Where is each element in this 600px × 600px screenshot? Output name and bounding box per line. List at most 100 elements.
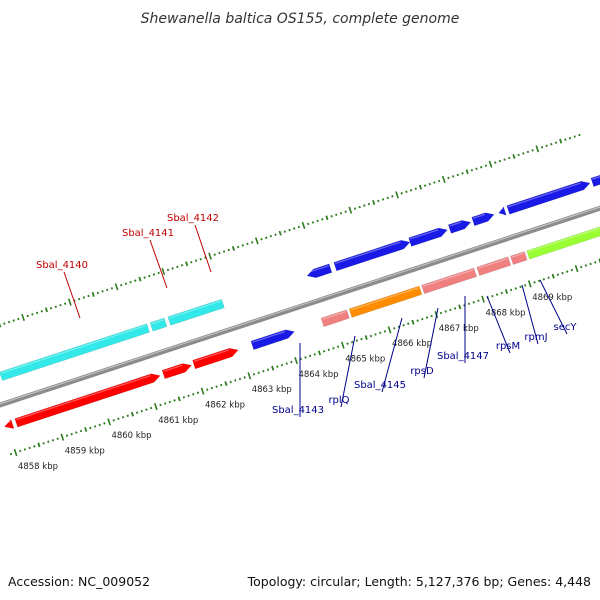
ruler-major-tick <box>527 280 532 288</box>
tick-label-4868: 4868 kbp <box>485 309 525 319</box>
gene-label-Sbal_4142: Sbal_4142 <box>167 213 219 224</box>
ruler-dot <box>500 291 503 295</box>
ruler-major-tick <box>395 191 399 199</box>
ruler-dot <box>106 288 109 292</box>
ruler-dot <box>176 265 179 269</box>
ruler-dot <box>533 281 536 284</box>
ruler-dot <box>288 228 291 232</box>
ruler-dot <box>573 135 576 138</box>
ruler-dot <box>23 448 27 451</box>
label-leader-Sbal_4141 <box>149 239 168 289</box>
ruler-dot <box>59 303 62 307</box>
tick-label-4859: 4859 kbp <box>65 446 105 456</box>
ruler-dot <box>138 276 142 282</box>
ruler-dot <box>430 314 433 318</box>
ruler-dot <box>299 357 302 361</box>
ruler-dot <box>503 158 506 161</box>
ruler-dot <box>564 138 567 141</box>
ruler-dot <box>134 279 137 282</box>
ruler-dot <box>126 414 129 417</box>
ruler-dot <box>265 236 268 239</box>
tick-label-4860: 4860 kbp <box>111 431 151 441</box>
ruler-dot <box>360 337 363 341</box>
ruler-dot <box>381 198 385 201</box>
accession-label: Accession: NC_009052 <box>8 574 150 589</box>
ruler-dot <box>453 307 457 310</box>
tick-label-4864: 4864 kbp <box>298 370 338 380</box>
gene-blue-1 <box>250 329 295 351</box>
gene-label-Sbal_4140: Sbal_4140 <box>36 260 88 271</box>
ruler-dot <box>231 246 235 251</box>
ruler-major-tick <box>161 267 166 276</box>
gene-pink-2-shine <box>422 269 474 287</box>
ruler-dot <box>177 396 181 402</box>
ruler-dot <box>75 431 78 434</box>
ruler-dot <box>458 304 462 310</box>
ruler-dot <box>218 251 221 255</box>
gene-label-rpsD: rpsD <box>410 366 434 377</box>
ruler-dot <box>220 383 223 387</box>
ruler-dot <box>351 340 354 344</box>
ruler-dot <box>484 164 488 167</box>
gene-pink-3 <box>476 256 512 276</box>
ruler-dot <box>140 409 143 413</box>
ruler-dot <box>103 422 106 425</box>
gene-blue-2 <box>306 263 333 278</box>
ruler-dot <box>470 169 474 172</box>
ruler-dot <box>229 380 232 384</box>
ruler-dot <box>461 172 464 175</box>
gene-red-1-shine <box>4 420 11 425</box>
ruler-dot <box>594 261 597 264</box>
gene-blue-8 <box>506 181 591 215</box>
ruler-dot <box>475 167 478 170</box>
ruler-dot <box>199 257 202 261</box>
gene-red-2-shine <box>16 374 152 421</box>
ruler-dot <box>47 440 50 444</box>
ruler-dot <box>416 319 419 322</box>
ruler-dot <box>540 146 544 149</box>
ruler-dot <box>411 319 415 325</box>
ruler-dot <box>120 284 123 287</box>
ruler-dot <box>243 376 246 379</box>
ruler-dot <box>508 156 511 160</box>
ruler-dot <box>526 150 530 154</box>
ruler-major-tick <box>481 295 485 303</box>
ruler-dot <box>407 322 410 325</box>
ruler-dot <box>185 261 189 267</box>
label-leader-rpsD <box>423 307 439 379</box>
ruler-dot <box>135 411 139 414</box>
ruler-major-tick <box>114 283 119 291</box>
ruler-dot <box>327 348 330 352</box>
label-leader-secY <box>539 279 568 335</box>
ruler-major-tick <box>153 402 158 411</box>
ruler-dot <box>7 320 11 324</box>
ruler-dot <box>545 144 548 147</box>
ruler-major-tick <box>340 341 345 349</box>
gene-blue-2-shine <box>306 265 329 274</box>
ruler-dot <box>336 345 340 348</box>
ruler-dot <box>437 179 441 183</box>
ruler-dot <box>266 368 270 371</box>
gene-pink-4-shine <box>511 252 525 258</box>
gene-blue-1-shine <box>252 330 286 343</box>
ruler-dot <box>238 377 242 381</box>
ruler-dot <box>130 411 135 417</box>
gene-red-3 <box>161 363 192 380</box>
ruler-dot <box>556 273 560 276</box>
gene-pink-3-shine <box>477 257 508 269</box>
ruler-major-tick <box>387 326 392 334</box>
ruler-dot <box>17 317 20 321</box>
ruler-dot <box>494 161 497 164</box>
ruler-dot <box>465 169 469 175</box>
gene-blue-4 <box>408 227 448 247</box>
gene-lime-1-shine <box>527 227 600 253</box>
ruler-dot <box>35 311 39 315</box>
ruler-dot <box>73 299 76 302</box>
ruler-major-tick <box>60 433 65 441</box>
label-leader-Sbal_4140 <box>63 271 81 319</box>
tick-label-4866: 4866 kbp <box>392 339 432 349</box>
ruler-dot <box>157 271 160 275</box>
ruler-dot <box>278 230 282 236</box>
ruler-major-tick <box>254 237 259 245</box>
